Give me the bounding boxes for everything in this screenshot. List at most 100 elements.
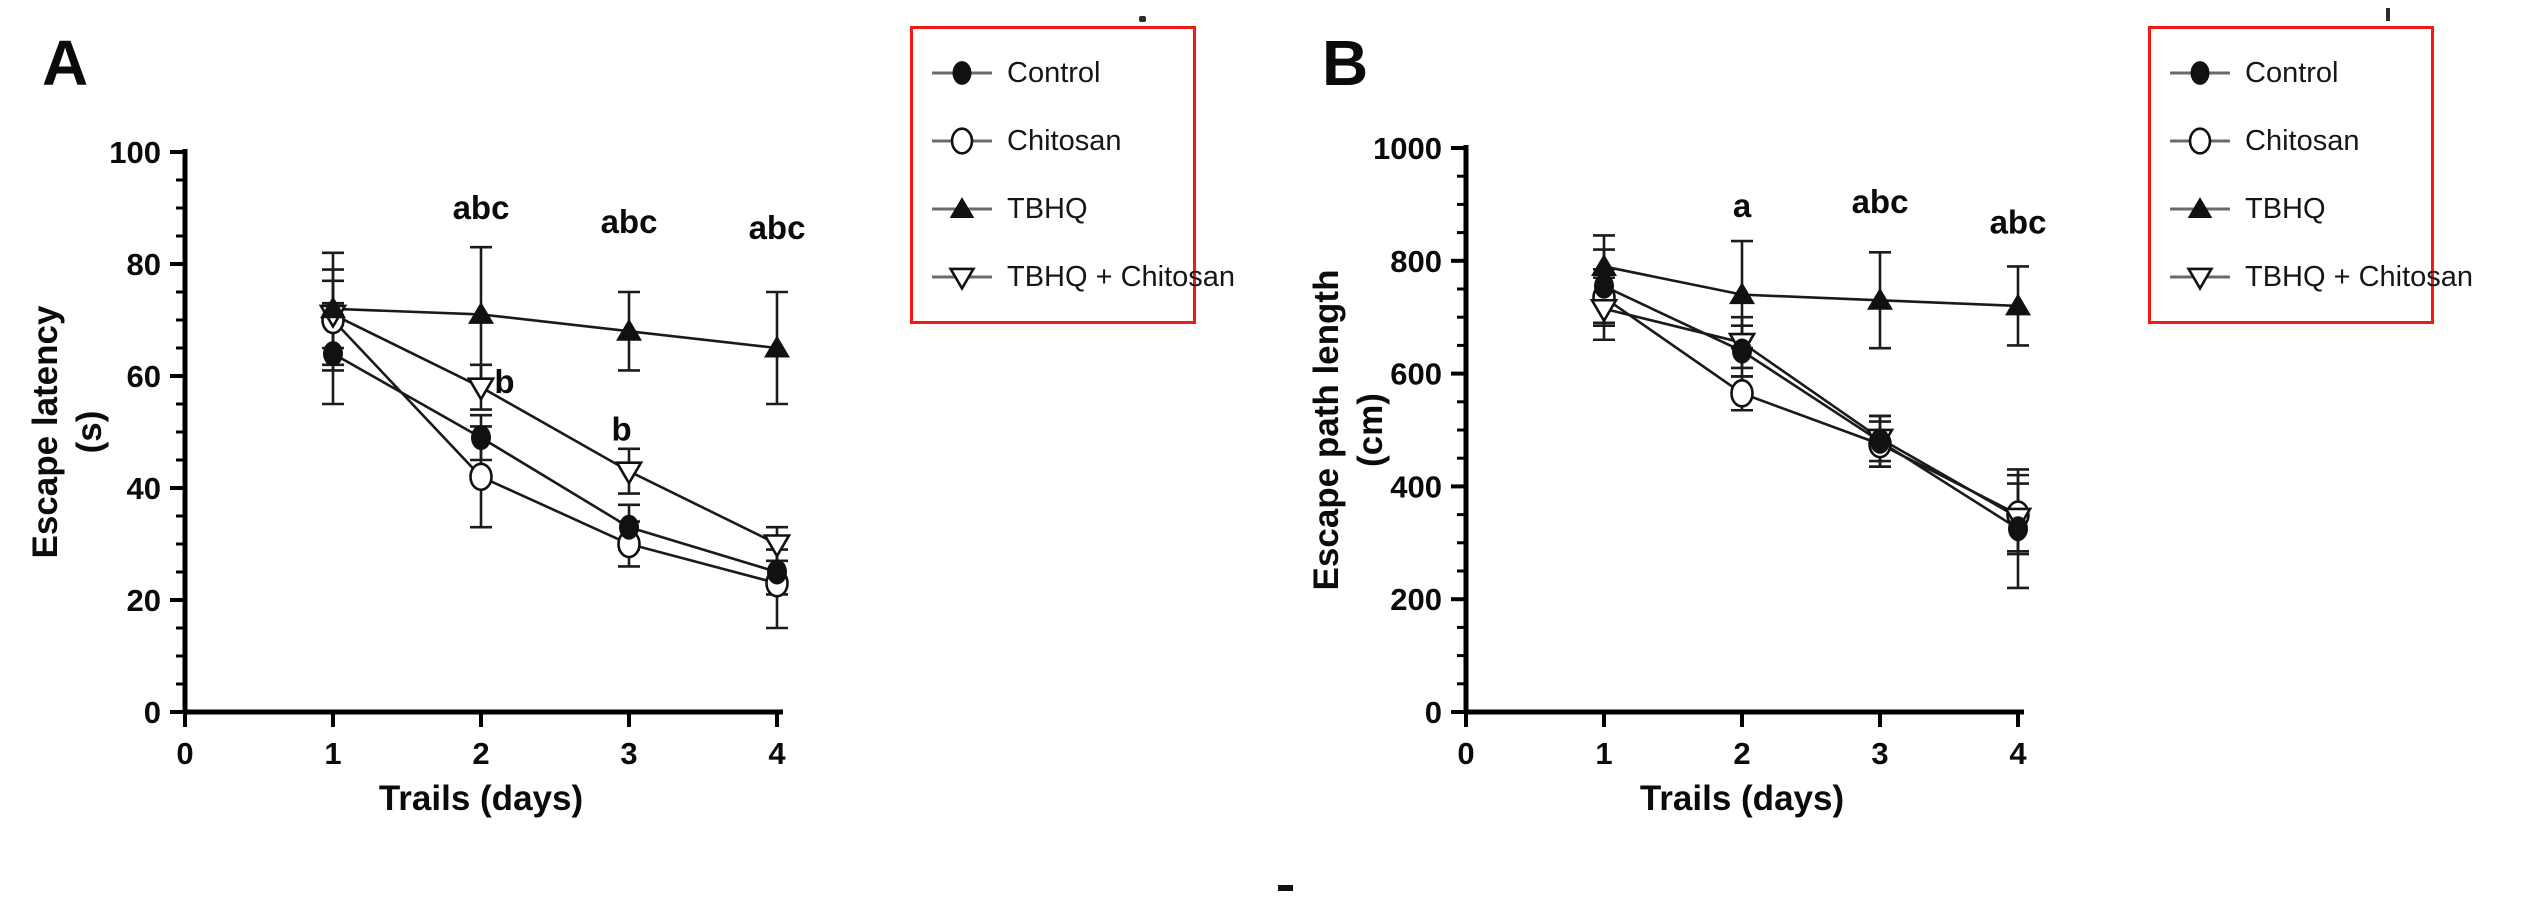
legend-item-tbhq: TBHQ: [931, 189, 1175, 229]
open-circle-icon: [931, 124, 993, 158]
filled-triangle-up-marker: [949, 197, 975, 219]
open-triangle-down-marker: [466, 377, 496, 402]
legend-item-label: TBHQ + Chitosan: [2245, 260, 2474, 293]
open-triangle-down-marker: [614, 461, 644, 486]
y-tick-label: 0: [144, 695, 161, 730]
legend-marker-svg: [932, 127, 992, 155]
y-tick-label: 600: [1390, 357, 1442, 392]
y-tick-label: 20: [127, 583, 161, 618]
filled-triangle-up-marker: [1867, 287, 1893, 310]
y-tick-label: 80: [127, 247, 161, 282]
legend-box-panel-b: Control Chitosan TBHQ TBHQ + Chitosan: [2148, 26, 2473, 324]
open-triangle-down-marker: [948, 267, 976, 291]
y-tick-label: 1000: [1373, 131, 1442, 166]
chart-panel-b: 0 200 400 600 800 1000 0 1 2 3 4 Trails (days) Escap…: [1307, 131, 2047, 818]
x-tick-label: 4: [768, 736, 786, 771]
annotation-b: b: [612, 410, 632, 447]
annotation-a: a: [1733, 187, 1752, 224]
filled-triangle-up-marker: [2187, 197, 2213, 219]
annotation-abc: abc: [601, 203, 658, 240]
legend-marker-svg: [932, 267, 992, 291]
legend-item-chitosan: Chitosan: [931, 121, 1175, 161]
series-line: [332, 352, 778, 574]
x-tick-label: 1: [324, 736, 341, 771]
filled-circle-icon: [2169, 56, 2231, 90]
filled-triangle-up-marker: [616, 318, 642, 341]
scan-artifact-mark: [2386, 8, 2390, 21]
series-control: [322, 301, 788, 596]
legend-item-tbhq: TBHQ: [2169, 189, 2413, 229]
legend-item-tbhq-chitosan: TBHQ + Chitosan: [931, 257, 1235, 297]
filled-circle-marker: [1732, 338, 1752, 364]
open-triangle-down-marker: [2186, 267, 2214, 291]
x-tick-label: 4: [2009, 736, 2027, 771]
y-axis-title: (cm): [1351, 393, 1390, 467]
filled-circle-marker: [2008, 516, 2028, 542]
filled-triangle-up-marker: [468, 301, 494, 324]
y-tick-label: 800: [1390, 244, 1442, 279]
filled-triangle-up-marker: [764, 335, 790, 358]
legend-marker-svg: [2170, 197, 2230, 219]
panel-letter-a: A: [42, 27, 89, 99]
y-tick-label: 100: [109, 135, 161, 170]
legend-item-label: Chitosan: [1007, 124, 1122, 157]
legend-marker-svg: [932, 197, 992, 219]
scan-artifact-mark: [1139, 16, 1146, 22]
annotation-abc: abc: [749, 209, 806, 246]
filled-triangle-up-marker: [1729, 282, 1755, 305]
series-tbhq: [322, 245, 788, 406]
filled-circle-marker: [471, 425, 491, 451]
open-triangle-down-marker: [1589, 298, 1619, 324]
legend-marker-svg: [932, 61, 992, 85]
x-tick-label: 0: [1457, 736, 1474, 771]
filled-triangle-icon: [931, 192, 993, 226]
legend-marker-svg: [2170, 267, 2230, 291]
y-tick-label: 200: [1390, 582, 1442, 617]
legend-item-label: Chitosan: [2245, 124, 2360, 157]
y-axis-title: Escape latency: [26, 305, 65, 558]
x-tick-label: 2: [472, 736, 489, 771]
series-line: [1603, 285, 2019, 530]
open-triangle-down-marker: [762, 534, 792, 559]
filled-triangle-up-marker: [2005, 293, 2031, 316]
filled-circle-marker: [1870, 428, 1890, 454]
filled-circle-marker: [2190, 61, 2210, 85]
filled-circle-marker: [767, 559, 787, 585]
legend-item-control: Control: [2169, 53, 2413, 93]
x-axis-title: Trails (days): [1640, 779, 1844, 818]
filled-circle-marker: [619, 514, 639, 540]
y-tick-label: 40: [127, 471, 161, 506]
y-tick-label: 400: [1390, 469, 1442, 504]
annotation-abc: abc: [1990, 204, 2047, 241]
open-triangle-down-icon: [2169, 260, 2231, 294]
y-tick-label: 0: [1425, 695, 1442, 730]
legend-item-chitosan: Chitosan: [2169, 121, 2413, 161]
series-line: [332, 313, 778, 546]
legend-item-label: TBHQ: [2245, 192, 2326, 225]
filled-circle-marker: [952, 61, 972, 85]
legend-item-label: Control: [2245, 56, 2339, 89]
open-circle-marker: [950, 127, 974, 155]
filled-circle-marker: [1594, 273, 1614, 299]
x-tick-label: 3: [620, 736, 637, 771]
open-circle-marker: [469, 462, 493, 492]
legend-item-label: Control: [1007, 56, 1101, 89]
filled-triangle-up-marker: [1591, 253, 1617, 276]
series-line: [1603, 307, 2019, 519]
y-tick-label: 60: [127, 359, 161, 394]
filled-triangle-up-marker: [320, 296, 346, 319]
legend-item-tbhq-chitosan: TBHQ + Chitosan: [2169, 257, 2473, 297]
x-tick-label: 1: [1595, 736, 1612, 771]
open-circle-icon: [2169, 124, 2231, 158]
y-axis-title: (s): [70, 411, 109, 454]
scan-artifact-mark: [1278, 885, 1293, 891]
series-line: [1603, 265, 2019, 308]
chart-panel-a: 0 20 40 60 80 100 0 1 2 3 4 Trails (days) Escape lat…: [26, 135, 806, 818]
filled-circle-marker: [323, 341, 343, 367]
legend-marker-svg: [2170, 127, 2230, 155]
x-tick-label: 3: [1871, 736, 1888, 771]
filled-triangle-icon: [2169, 192, 2231, 226]
annotation-abc: abc: [1852, 183, 1909, 220]
series-line: [332, 319, 778, 585]
